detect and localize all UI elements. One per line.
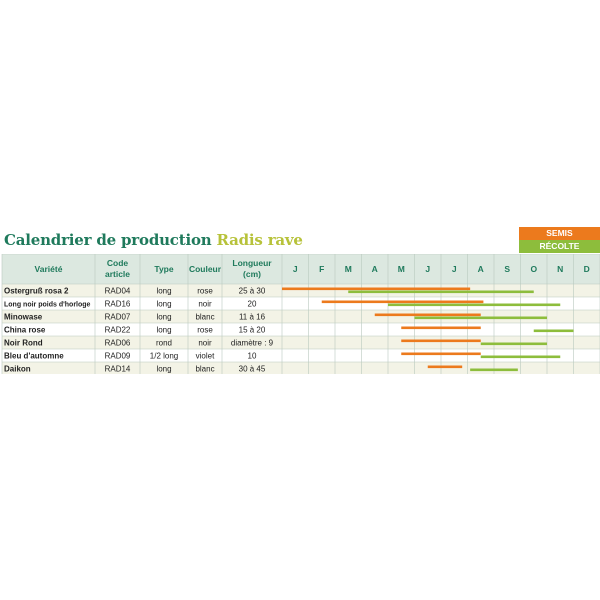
variety-name: Daikon [4,365,31,374]
variety-type: rond [156,339,172,348]
month-header: J [452,264,457,274]
variety-name: Ostergruß rosa 2 [4,287,69,296]
article-code: RAD16 [105,300,131,309]
variety-length: 30 à 45 [239,365,266,374]
month-header: D [584,264,590,274]
column-header-type: Type [154,264,173,274]
variety-color: noir [198,300,212,309]
table-row [2,349,600,362]
article-code: RAD09 [105,352,131,361]
column-header-code: article [105,269,130,279]
variety-color: violet [196,352,215,361]
variety-type: long [156,287,171,296]
table-row [2,297,600,310]
table-row [2,284,600,297]
variety-color: noir [198,339,212,348]
recolte-bar [480,355,561,359]
variety-name: Bleu d'automne [4,352,64,361]
article-code: RAD07 [105,313,131,322]
recolte-bar [470,368,518,372]
variety-color: rose [197,326,213,335]
month-header: F [319,264,324,274]
variety-type: long [156,300,171,309]
month-header: J [293,264,298,274]
month-header: N [557,264,563,274]
column-header-couleur: Couleur [189,264,222,274]
variety-name: Noir Rond [4,339,43,348]
semis-bar [427,365,463,369]
article-code: RAD06 [105,339,131,348]
table-row [2,310,600,323]
variety-color: blanc [195,313,214,322]
month-header: M [398,264,405,274]
variety-type: long [156,365,171,374]
month-header: S [504,264,510,274]
month-header: A [478,264,484,274]
semis-bar [401,326,481,330]
recolte-bar [388,303,561,307]
column-header-code: Code [107,258,129,268]
column-header-variete: Variété [35,264,63,274]
variety-length: 11 à 16 [239,313,266,322]
variety-length: 10 [248,352,257,361]
month-header: O [530,264,537,274]
variety-length: diamètre : 9 [231,339,274,348]
semis-bar [401,339,481,343]
recolte-bar [414,316,547,320]
variety-length: 25 à 30 [239,287,266,296]
article-code: RAD04 [105,287,131,296]
table-row [2,362,600,374]
month-header: A [372,264,378,274]
column-header-longueur: Longueur [232,258,272,268]
variety-type: 1/2 long [150,352,178,361]
legend-semis: SEMIS [519,227,600,240]
variety-type: long [156,313,171,322]
title-highlight: Radis rave [216,231,303,249]
variety-type: long [156,326,171,335]
month-header: J [425,264,430,274]
variety-length: 15 à 20 [239,326,266,335]
recolte-bar [348,290,534,294]
month-header: M [345,264,352,274]
variety-length: 20 [248,300,257,309]
table-row [2,323,600,336]
semis-bar [374,313,481,317]
article-code: RAD22 [105,326,131,335]
legend-recolte: RÉCOLTE [519,240,600,253]
recolte-bar [480,342,547,346]
page-title: Calendrier de production Radis rave [4,231,303,249]
semis-bar [401,352,481,356]
variety-name: China rose [4,326,46,335]
column-header-longueur: (cm) [243,269,261,279]
semis-bar [282,287,471,291]
variety-color: blanc [195,365,214,374]
table-row [2,336,600,349]
recolte-bar [533,329,574,333]
article-code: RAD14 [105,365,131,374]
variety-color: rose [197,287,213,296]
variety-name: Minowase [4,313,43,322]
title-main: Calendrier de production [4,231,212,249]
semis-bar [321,300,484,304]
header-background [2,254,600,284]
variety-name: Long noir poids d'horloge [4,302,91,309]
